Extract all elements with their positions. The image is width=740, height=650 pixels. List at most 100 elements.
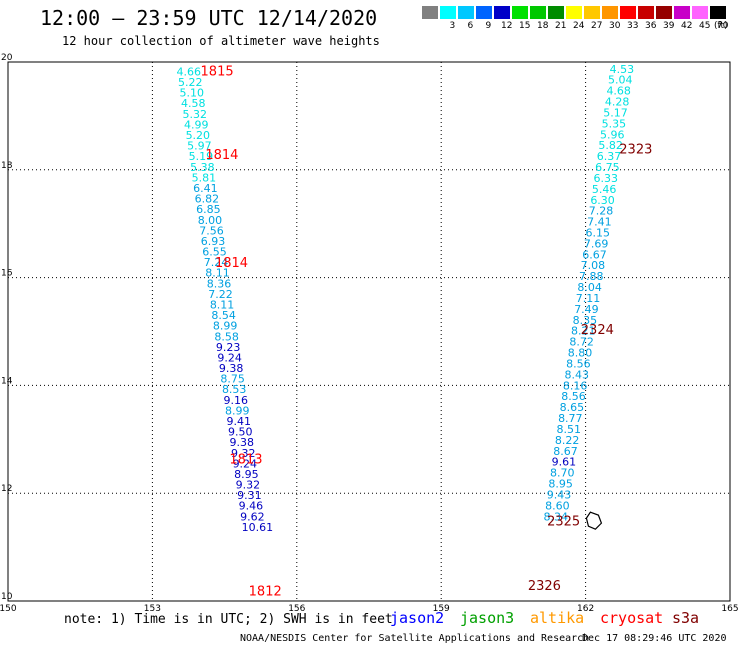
wave-height-label: 5.82 [598, 139, 623, 152]
wave-height-label: 8.67 [553, 445, 578, 458]
map-title: 12:00 — 23:59 UTC 12/14/2020 [40, 6, 378, 30]
colorbar-swatch [584, 6, 600, 19]
colorbar-tick-label: 36 [645, 21, 657, 31]
colorbar-swatch [656, 6, 672, 19]
colorbar-unit: (ft) [714, 21, 728, 31]
colorbar-swatch [674, 6, 690, 19]
latitude-tick-label: 18 [1, 161, 13, 171]
wave-height-label: 6.37 [597, 150, 622, 163]
wave-height-label: 6.93 [201, 235, 226, 248]
wave-height-label: 8.70 [550, 467, 575, 480]
wave-height-label: 6.30 [590, 194, 615, 207]
wave-height-label: 8.11 [210, 298, 235, 311]
colorbar-tick-label: 45 [699, 21, 711, 31]
wave-height-label: 10.61 [242, 521, 274, 534]
colorbar-swatch [476, 6, 492, 19]
wave-height-label: 9.50 [228, 426, 253, 439]
latitude-tick-label: 16 [1, 269, 13, 279]
colorbar-swatch [692, 6, 708, 19]
wave-height-label: 7.24 [204, 256, 229, 269]
colorbar-swatch [602, 6, 618, 19]
wave-height-label: 9.32 [236, 479, 260, 492]
wave-height-label: 8.56 [566, 357, 591, 370]
wave-height-label: 4.68 [606, 85, 631, 98]
wave-height-label: 5.10 [179, 87, 204, 100]
wave-height-label: 8.58 [214, 330, 239, 343]
wave-height-label: 7.22 [208, 288, 233, 301]
colorbar-tick-label: 18 [537, 21, 549, 31]
wave-height-label: 9.62 [240, 510, 265, 523]
wave-height-label: 7.56 [199, 224, 224, 237]
wave-height-label: 5.38 [190, 161, 215, 174]
wave-height-label: 8.54 [211, 309, 236, 322]
wave-height-label: 4.66 [176, 65, 201, 78]
credit-line: NOAA/NESDIS Center for Satellite Applica… [240, 633, 590, 644]
colorbar-tick-label: 33 [627, 21, 639, 31]
colorbar-tick-label: 42 [681, 21, 693, 31]
wave-height-label: 8.11 [205, 267, 230, 280]
wave-height-label: 8.53 [222, 383, 247, 396]
wave-height-label: 7.11 [576, 292, 601, 305]
map-frame [7, 61, 731, 602]
colorbar-tick-label: 24 [573, 21, 585, 31]
wave-height-label: 8.43 [565, 368, 590, 381]
satellite-legend-s3a: s3a [672, 609, 700, 627]
satellite-legend-jason3: jason3 [460, 609, 515, 627]
pass-number-label: 1812 [249, 585, 282, 600]
colorbar-swatch [494, 6, 510, 19]
pass-number-label: 1813 [229, 453, 262, 468]
wave-height-label: 9.24 [233, 457, 258, 470]
wave-height-label: 5.04 [608, 74, 633, 87]
wave-height-label: 5.35 [602, 117, 627, 130]
wave-height-label: 8.00 [198, 214, 223, 227]
wave-height-label: 5.96 [600, 128, 625, 141]
colorbar-tick-label: 12 [501, 21, 513, 31]
pass-number-label: 1815 [201, 64, 234, 79]
colorbar-tick-label: 6 [467, 21, 474, 31]
wave-height-label: 9.31 [237, 489, 262, 502]
wave-height-label: 8.34 [544, 510, 569, 523]
colorbar-tick-label: 70 [717, 21, 729, 31]
wave-height-label: 6.82 [195, 193, 220, 206]
wave-height-label: 8.04 [577, 281, 602, 294]
wave-height-label: 9.41 [227, 415, 252, 428]
wave-height-label: 6.67 [582, 248, 607, 261]
colorbar-swatch [548, 6, 564, 19]
wave-height-label: 7.28 [589, 205, 614, 218]
colorbar-swatch [530, 6, 546, 19]
longitude-tick-label: 153 [144, 604, 161, 614]
colorbar-tick-label: 21 [555, 21, 567, 31]
wave-height-label: 9.43 [547, 488, 572, 501]
longitude-tick-label: 156 [288, 604, 305, 614]
colorbar-tick-label: 39 [663, 21, 675, 31]
wave-height-label: 8.65 [560, 401, 585, 414]
pass-number-label: 2324 [581, 323, 614, 338]
wave-height-label: 5.81 [192, 171, 217, 184]
latitude-tick-label: 20 [1, 53, 13, 63]
wave-height-label: 6.33 [594, 172, 619, 185]
wave-height-label: 6.15 [585, 227, 610, 240]
wave-height-label: 9.23 [216, 341, 241, 354]
wave-height-label: 6.55 [202, 246, 227, 259]
wave-height-label: 4.58 [181, 97, 206, 110]
satellite-legend-jason2: jason2 [390, 609, 445, 627]
wave-height-label: 8.35 [573, 314, 598, 327]
wave-height-label: 6.85 [196, 203, 221, 216]
wave-height-label: 8.51 [556, 423, 581, 436]
wave-height-label: 5.17 [603, 106, 628, 119]
wave-height-label: 4.28 [605, 96, 630, 109]
wave-height-label: 5.20 [186, 129, 211, 142]
wave-height-label: 9.61 [552, 456, 577, 469]
colorbar-swatch [440, 6, 456, 19]
colorbar-tick-label: 15 [519, 21, 531, 31]
wave-height-label: 7.41 [587, 216, 612, 229]
latitude-tick-label: 10 [1, 592, 13, 602]
colorbar-swatch [422, 6, 438, 19]
wave-height-label: 9.16 [223, 394, 248, 407]
pass-number-label: 2323 [619, 143, 652, 158]
colorbar-tick-label: 27 [591, 21, 603, 31]
longitude-tick-label: 162 [577, 604, 594, 614]
island-outline [585, 511, 603, 530]
wave-height-label: 8.95 [234, 468, 259, 481]
